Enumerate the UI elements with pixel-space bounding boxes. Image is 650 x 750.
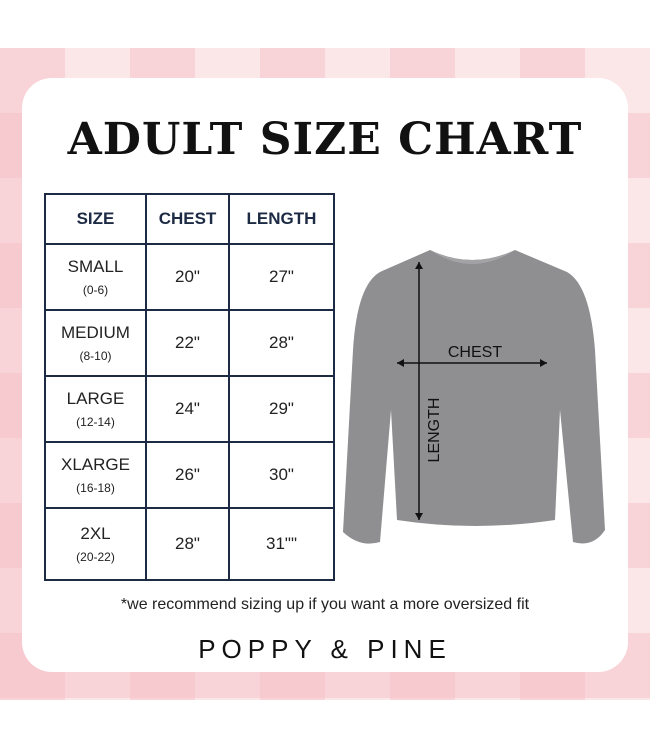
chest-cell: 22" xyxy=(145,309,230,377)
length-cell: 29" xyxy=(228,375,335,443)
page-title: ADULT SIZE CHART xyxy=(67,114,583,165)
sweatshirt-image xyxy=(343,250,605,544)
header-chest: CHEST xyxy=(145,193,230,245)
table-header-row: SIZE CHEST LENGTH xyxy=(44,193,335,245)
table-row: SMALL (0-6) 20" 27" xyxy=(44,243,335,311)
length-cell: 31"" xyxy=(228,507,335,581)
table-row: LARGE (12-14) 24" 29" xyxy=(44,375,335,443)
size-cell: 2XL (20-22) xyxy=(44,507,147,581)
length-cell: 28" xyxy=(228,309,335,377)
header-length: LENGTH xyxy=(228,193,335,245)
chest-cell: 26" xyxy=(145,441,230,509)
size-cell: XLARGE (16-18) xyxy=(44,441,147,509)
size-cell: SMALL (0-6) xyxy=(44,243,147,311)
chest-cell: 28" xyxy=(145,507,230,581)
table-row: XLARGE (16-18) 26" 30" xyxy=(44,441,335,509)
table-row: 2XL (20-22) 28" 31"" xyxy=(44,507,335,581)
size-cell: LARGE (12-14) xyxy=(44,375,147,443)
length-cell: 27" xyxy=(228,243,335,311)
chest-label: CHEST xyxy=(448,344,502,361)
brand-name: POPPY & PINE xyxy=(198,634,452,664)
sizing-note: *we recommend sizing up if you want a mo… xyxy=(120,596,530,613)
size-table: SIZE CHEST LENGTH SMALL (0-6) 20" 27" MEDIU… xyxy=(44,193,335,581)
chest-cell: 20" xyxy=(145,243,230,311)
header-size: SIZE xyxy=(44,193,147,245)
sweatshirt-diagram: CHEST LENGTH xyxy=(343,250,605,544)
size-cell: MEDIUM (8-10) xyxy=(44,309,147,377)
chest-cell: 24" xyxy=(145,375,230,443)
table-row: MEDIUM (8-10) 22" 28" xyxy=(44,309,335,377)
length-label: LENGTH xyxy=(426,398,443,463)
length-cell: 30" xyxy=(228,441,335,509)
